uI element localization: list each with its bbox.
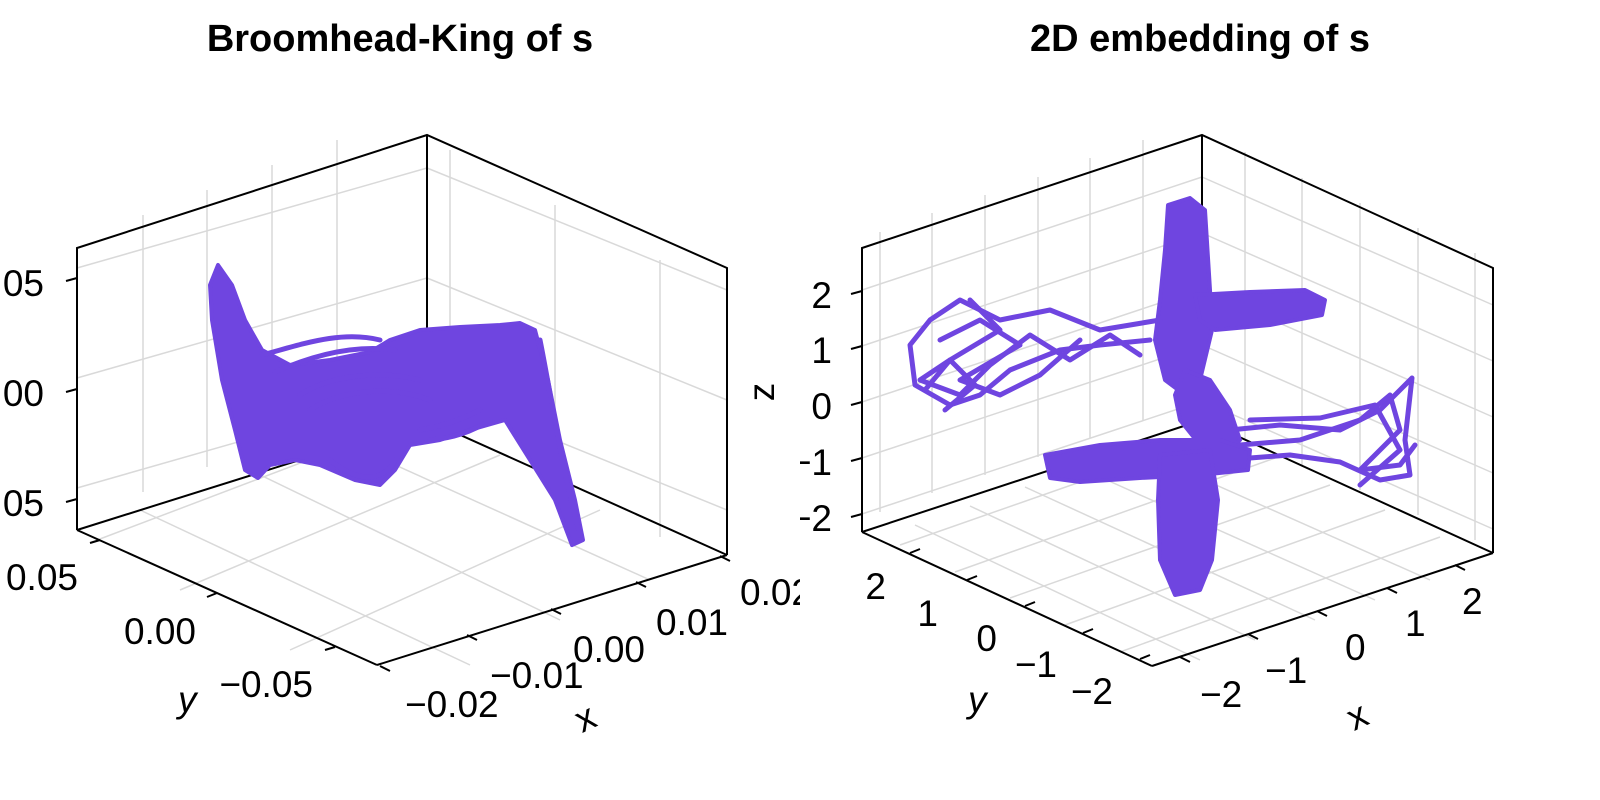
- right-z-axis-label-box: z: [741, 382, 782, 402]
- right-x-tick-labels: −2 −1 0 1 2: [1200, 581, 1483, 715]
- svg-text:0.00: 0.00: [124, 611, 196, 652]
- svg-text:−2: −2: [800, 498, 832, 539]
- svg-text:2: 2: [1462, 581, 1483, 622]
- svg-text:05: 05: [3, 263, 44, 304]
- left-axes-frame: [76, 133, 728, 666]
- svg-text:−0.05: −0.05: [219, 664, 313, 705]
- svg-text:0.01: 0.01: [656, 602, 728, 643]
- right-y-tick-labels: 2 1 0 −1 −2: [865, 566, 1113, 712]
- svg-text:1: 1: [1405, 603, 1426, 644]
- svg-text:1: 1: [917, 593, 938, 634]
- left-plot-title: Broomhead-King of s: [206, 18, 594, 60]
- svg-text:−2: −2: [1200, 674, 1242, 715]
- right-x-axis-label: x: [1340, 693, 1375, 738]
- svg-text:−2: −2: [1071, 671, 1113, 712]
- right-trajectory: [907, 196, 1418, 597]
- svg-text:00: 00: [3, 373, 44, 414]
- left-x-tick-labels: −0.02 −0.01 0.00 0.01 0.02: [405, 572, 800, 725]
- svg-text:1: 1: [811, 330, 832, 371]
- left-3d-axes: 05 00 05 0.05 0.00 −0.05 y −0.02 −0.01 0…: [3, 133, 800, 740]
- left-x-axis-label: x: [568, 695, 603, 740]
- svg-text:−1: −1: [1015, 644, 1057, 685]
- left-z-tick-labels: 05 00 05: [3, 263, 44, 524]
- left-trajectory: [208, 263, 585, 547]
- right-plot-title: 2D embedding of s: [1030, 18, 1370, 60]
- svg-text:0: 0: [976, 618, 997, 659]
- svg-text:0.00: 0.00: [573, 629, 645, 670]
- right-3d-axes: 2 1 0 −1 −2 z 2 1 0 −1 −2 y −2 −1 0 1 2 …: [800, 133, 1494, 738]
- svg-text:−0.02: −0.02: [405, 684, 499, 725]
- right-ticks: [850, 290, 1466, 663]
- svg-text:2: 2: [811, 275, 832, 316]
- svg-text:−1: −1: [1265, 650, 1307, 691]
- svg-text:0: 0: [1345, 627, 1366, 668]
- svg-text:05: 05: [3, 483, 44, 524]
- left-y-tick-labels: 0.05 0.00 −0.05: [6, 557, 313, 705]
- svg-text:2: 2: [865, 566, 886, 607]
- right-grid: [861, 140, 1494, 661]
- left-y-axis-label: y: [175, 679, 199, 720]
- left-ticks: [65, 277, 731, 672]
- left-plot-panel: Broomhead-King of s: [3, 18, 800, 740]
- right-z-tick-labels: 2 1 0 −1 −2: [800, 275, 832, 539]
- svg-text:0.02: 0.02: [740, 572, 800, 613]
- right-plot-panel: 2D embedding of s: [800, 0, 1600, 800]
- svg-text:−1: −1: [800, 442, 832, 483]
- svg-text:0: 0: [811, 386, 832, 427]
- svg-text:0.05: 0.05: [6, 557, 78, 598]
- svg-text:−0.01: −0.01: [490, 655, 584, 696]
- right-y-axis-label: y: [965, 679, 989, 720]
